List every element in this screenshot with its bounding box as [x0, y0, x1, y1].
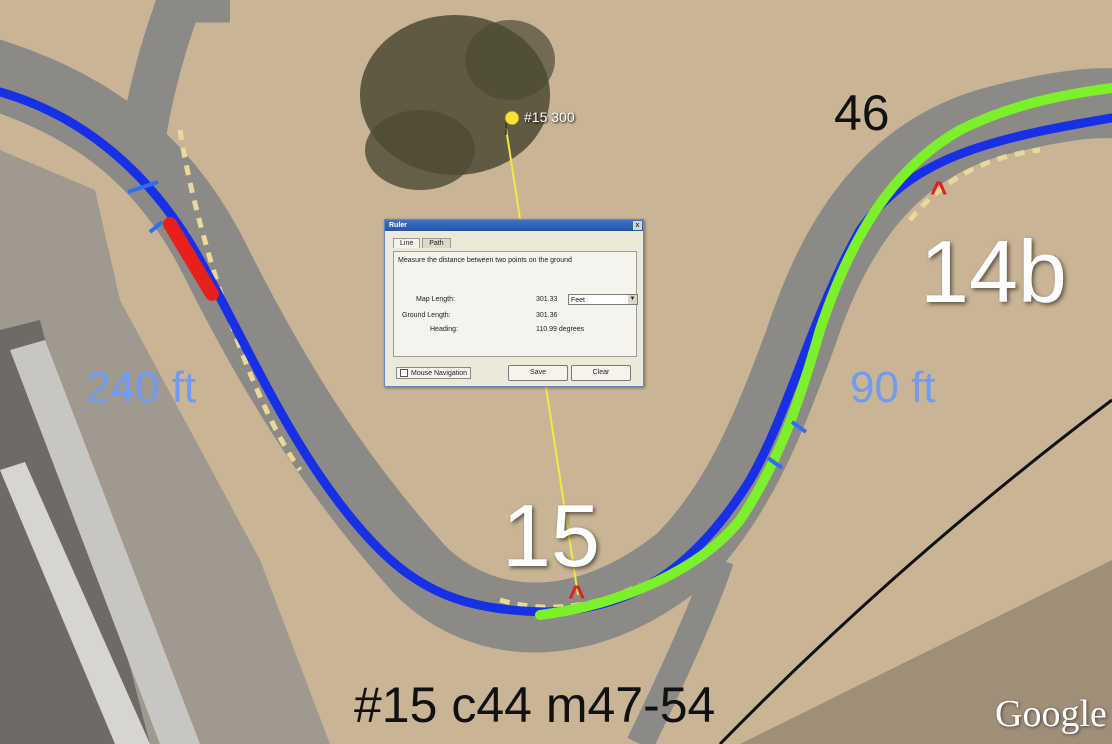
ground-length-value: 301.36	[536, 312, 558, 319]
tab-line[interactable]: Line	[393, 238, 421, 248]
turn-label-15: 15	[502, 486, 600, 585]
pushpin-icon[interactable]	[504, 110, 520, 135]
fence-line	[718, 398, 1112, 744]
heading-label: Heading:	[430, 326, 459, 333]
tab-path[interactable]: Path	[422, 238, 451, 248]
map-length-value: 301.33	[536, 296, 558, 303]
google-watermark: Google	[995, 693, 1107, 735]
direction-arrow-icon-2	[766, 420, 808, 470]
braking-segment	[163, 217, 219, 301]
turn-label-14b: 14b	[920, 222, 1067, 321]
ground-length-label: Ground Length:	[402, 312, 451, 319]
vegetation-patch	[360, 15, 555, 190]
save-button[interactable]: Save	[508, 365, 568, 381]
ruler-panel: Measure the distance between two points …	[393, 251, 638, 357]
mouse-navigation-checkbox[interactable]: Mouse Navigation	[396, 367, 472, 379]
service-road	[627, 555, 734, 744]
direction-arrow-icon	[127, 180, 164, 234]
ruler-description: Measure the distance between two points …	[398, 257, 572, 264]
pin-label: #15 300	[524, 109, 575, 125]
paddock-dark	[0, 320, 150, 744]
unit-value: Feet	[571, 297, 586, 304]
heading-value: 110.99 degrees	[536, 326, 585, 333]
green-racing-line	[535, 83, 1112, 620]
car-number: 46	[834, 85, 890, 141]
ruler-tabs: Line Path	[393, 238, 453, 251]
chevron-down-icon[interactable]: ▼	[628, 295, 637, 304]
pit-building-2	[0, 462, 150, 744]
ruler-dialog[interactable]: Ruler x Line Path Measure the distance be…	[384, 219, 644, 387]
mouse-navigation-label: Mouse Navigation	[411, 369, 468, 377]
distance-label-240: 240 ft	[86, 363, 197, 412]
dirt-area	[740, 560, 1112, 744]
clear-button[interactable]: Clear	[571, 365, 631, 381]
unit-select[interactable]: Feet ▼	[568, 294, 638, 305]
apex-marker-15: ^	[568, 580, 586, 613]
map-length-label: Map Length:	[416, 296, 455, 303]
map-caption: #15 c44 m47-54	[354, 677, 716, 733]
pit-building	[10, 340, 200, 744]
curb-right	[908, 147, 1041, 222]
ruler-title: Ruler	[389, 222, 407, 229]
close-icon[interactable]: x	[633, 221, 642, 230]
ruler-titlebar[interactable]: Ruler x	[385, 220, 643, 231]
distance-label-90: 90 ft	[850, 363, 936, 412]
checkbox-box[interactable]	[400, 369, 408, 377]
apex-marker-14b: ^	[930, 176, 948, 209]
